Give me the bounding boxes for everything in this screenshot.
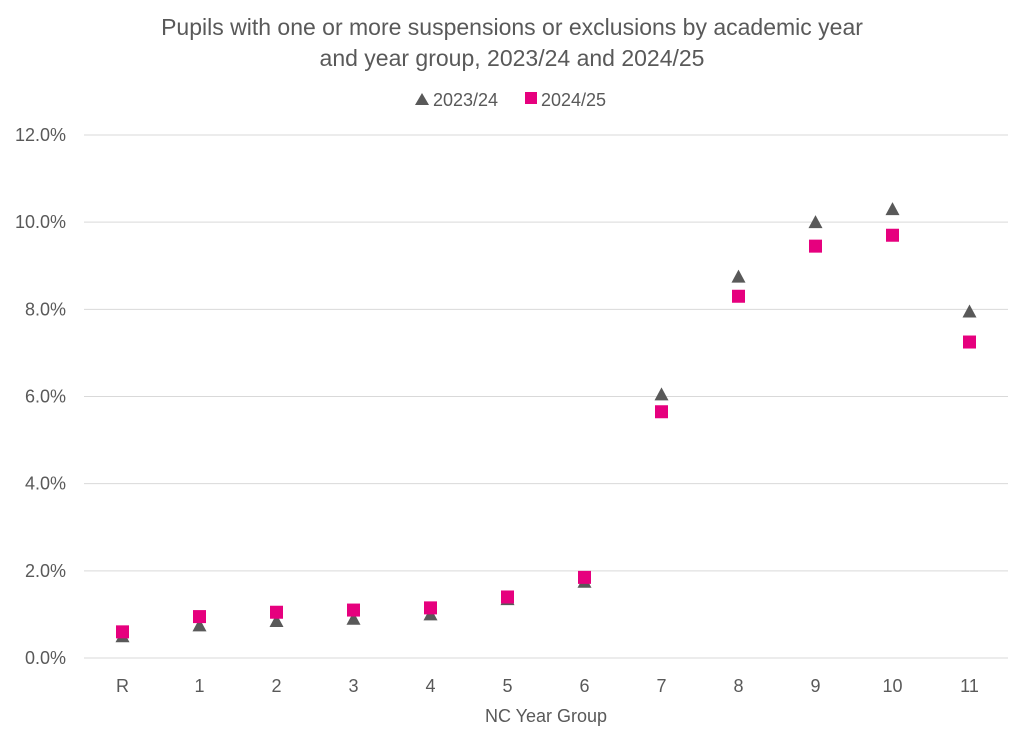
legend-label-2024-25: 2024/25 bbox=[541, 90, 606, 110]
x-tick-label: 6 bbox=[579, 676, 589, 696]
gridlines bbox=[84, 134, 1008, 659]
triangle-data-point bbox=[885, 202, 900, 216]
y-tick-label: 2.0% bbox=[25, 561, 66, 581]
series-2024-25 bbox=[116, 228, 976, 639]
legend-square-marker bbox=[525, 92, 537, 104]
y-tick-label: 12.0% bbox=[15, 125, 66, 145]
y-tick-label: 8.0% bbox=[25, 299, 66, 319]
x-tick-label: 11 bbox=[960, 676, 979, 696]
y-tick-label: 10.0% bbox=[15, 212, 66, 232]
square-data-point bbox=[501, 590, 514, 604]
x-tick-label: 9 bbox=[810, 676, 820, 696]
chart-title: Pupils with one or more suspensions or e… bbox=[161, 14, 863, 71]
x-tick-label: 10 bbox=[882, 676, 902, 696]
square-data-point bbox=[655, 405, 668, 419]
square-data-point bbox=[424, 601, 437, 615]
x-axis-title: NC Year Group bbox=[485, 706, 607, 726]
legend-item-2024-25: 2024/25 bbox=[525, 90, 606, 110]
triangle-data-point bbox=[346, 611, 361, 625]
chart-title-line-2: and year group, 2023/24 and 2024/25 bbox=[320, 45, 705, 71]
chart-legend: 2023/24 2024/25 bbox=[415, 90, 606, 110]
square-data-point bbox=[116, 625, 129, 639]
legend-label-2023-24: 2023/24 bbox=[433, 90, 498, 110]
x-tick-label: 4 bbox=[425, 676, 435, 696]
data-points bbox=[115, 202, 977, 643]
y-tick-label: 0.0% bbox=[25, 648, 66, 668]
square-data-point bbox=[578, 570, 591, 584]
x-tick-label: 7 bbox=[656, 676, 666, 696]
square-data-point bbox=[886, 228, 899, 242]
series-2023-24 bbox=[115, 202, 977, 643]
triangle-data-point bbox=[731, 269, 746, 283]
square-data-point bbox=[270, 605, 283, 619]
x-tick-label: R bbox=[116, 676, 129, 696]
chart-title-line-1: Pupils with one or more suspensions or e… bbox=[161, 14, 863, 40]
legend-item-2023-24: 2023/24 bbox=[415, 90, 498, 110]
triangle-data-point bbox=[654, 387, 669, 401]
y-tick-label: 4.0% bbox=[25, 474, 66, 494]
x-tick-label: 3 bbox=[348, 676, 358, 696]
triangle-data-point bbox=[962, 304, 977, 318]
triangle-data-point bbox=[269, 613, 284, 627]
x-tick-label: 2 bbox=[271, 676, 281, 696]
x-tick-label: 8 bbox=[733, 676, 743, 696]
triangle-data-point bbox=[808, 215, 823, 229]
square-data-point bbox=[732, 289, 745, 303]
legend-triangle-marker bbox=[415, 93, 429, 105]
square-data-point bbox=[347, 603, 360, 617]
triangle-data-point bbox=[192, 618, 207, 632]
square-data-point bbox=[193, 610, 206, 624]
x-axis-tick-labels: R 1 2 3 4 5 6 7 8 9 10 11 bbox=[116, 676, 979, 696]
y-axis-tick-labels: 0.0% 2.0% 4.0% 6.0% 8.0% 10.0% 12.0% bbox=[15, 125, 66, 668]
square-data-point bbox=[809, 239, 822, 253]
square-data-point bbox=[963, 335, 976, 349]
x-tick-label: 1 bbox=[194, 676, 204, 696]
y-tick-label: 6.0% bbox=[25, 387, 66, 407]
x-tick-label: 5 bbox=[502, 676, 512, 696]
